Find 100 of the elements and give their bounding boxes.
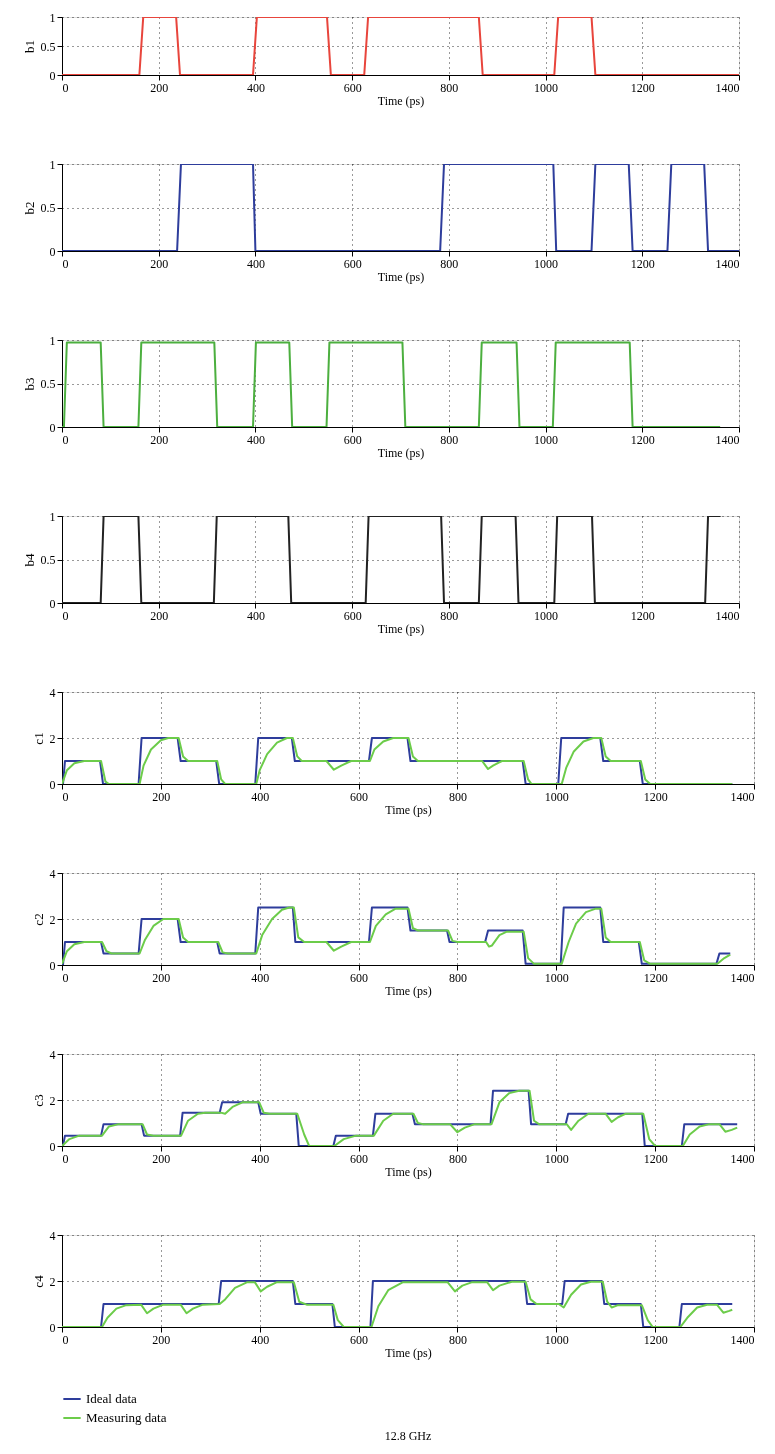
y-tick-label: 0.5 bbox=[40, 39, 56, 54]
y-tick-label: 1 bbox=[49, 10, 56, 25]
x-tick-label: 800 bbox=[448, 970, 467, 985]
x-tick-label: 200 bbox=[150, 432, 169, 447]
x-tick-label: 0 bbox=[62, 432, 69, 447]
y-tick-label: 0 bbox=[49, 1139, 56, 1154]
y-tick-label: 2 bbox=[49, 1093, 56, 1108]
x-tick-label: 400 bbox=[251, 1332, 270, 1347]
x-axis-title: Time (ps) bbox=[385, 1345, 432, 1360]
x-tick-label: 1400 bbox=[730, 1332, 755, 1347]
y-tick-label: 0.5 bbox=[40, 377, 56, 391]
x-tick-label: 600 bbox=[343, 256, 362, 271]
y-tick-label: 0.5 bbox=[40, 201, 56, 215]
x-tick-label: 1400 bbox=[715, 432, 740, 447]
x-tick-label: 400 bbox=[246, 608, 265, 623]
x-axis-title: Time (ps) bbox=[385, 1164, 432, 1179]
x-tick-label: 1000 bbox=[534, 256, 559, 271]
x-tick-label: 600 bbox=[343, 608, 362, 623]
y-axis-title: b1 bbox=[21, 40, 37, 53]
x-tick-label: 200 bbox=[152, 1151, 171, 1166]
x-tick-label: 1400 bbox=[715, 608, 740, 623]
x-axis-title: Time (ps) bbox=[385, 802, 432, 817]
y-tick-label: 4 bbox=[49, 866, 56, 881]
x-tick-label: 200 bbox=[150, 256, 169, 271]
x-tick-label: 0 bbox=[62, 789, 69, 804]
x-axis-title: Time (ps) bbox=[377, 93, 425, 108]
y-axis-title: c2 bbox=[30, 913, 46, 926]
x-tick-label: 200 bbox=[152, 789, 171, 804]
legend-label: Measuring data bbox=[86, 1410, 167, 1425]
x-tick-label: 800 bbox=[440, 256, 459, 271]
x-tick-label: 1000 bbox=[534, 80, 559, 95]
y-axis-title: c1 bbox=[30, 732, 46, 745]
legend-label: Ideal data bbox=[86, 1391, 138, 1406]
x-tick-label: 0 bbox=[62, 608, 69, 623]
y-axis-title: b4 bbox=[21, 553, 37, 567]
x-tick-label: 1200 bbox=[643, 970, 668, 985]
x-tick-label: 1200 bbox=[643, 789, 668, 804]
y-tick-label: 0 bbox=[49, 68, 56, 83]
line-series bbox=[62, 1089, 739, 1146]
x-axis-title: Time (ps) bbox=[385, 983, 432, 998]
y-tick-label: 0 bbox=[49, 244, 56, 259]
text: 12.8 GHz bbox=[384, 1429, 432, 1443]
y-tick-label: 0 bbox=[49, 777, 56, 792]
x-tick-label: 1400 bbox=[730, 1151, 755, 1166]
y-tick-label: 2 bbox=[49, 731, 56, 746]
x-tick-label: 1200 bbox=[630, 80, 655, 95]
x-tick-label: 1200 bbox=[643, 1332, 668, 1347]
x-tick-label: 800 bbox=[448, 1332, 467, 1347]
x-tick-label: 400 bbox=[246, 80, 265, 95]
x-tick-label: 1000 bbox=[534, 608, 559, 623]
x-tick-label: 600 bbox=[343, 432, 362, 447]
y-axis-title: b3 bbox=[21, 377, 37, 391]
x-tick-label: 400 bbox=[246, 256, 265, 271]
x-tick-label: 800 bbox=[448, 1151, 467, 1166]
x-tick-label: 1000 bbox=[544, 970, 569, 985]
x-tick-label: 1000 bbox=[544, 1151, 569, 1166]
y-axis-title: c3 bbox=[30, 1094, 46, 1107]
y-axis-title: b2 bbox=[21, 201, 37, 215]
y-tick-label: 1 bbox=[49, 157, 56, 172]
y-tick-label: 2 bbox=[49, 1274, 56, 1289]
y-tick-label: 1 bbox=[49, 333, 56, 348]
x-tick-label: 0 bbox=[62, 256, 69, 271]
x-tick-label: 1200 bbox=[630, 608, 655, 623]
y-tick-label: 1 bbox=[49, 509, 56, 524]
x-tick-label: 200 bbox=[150, 608, 169, 623]
x-tick-label: 1200 bbox=[643, 1151, 668, 1166]
x-tick-label: 800 bbox=[440, 608, 459, 623]
x-tick-label: 1400 bbox=[730, 789, 755, 804]
x-tick-label: 200 bbox=[150, 80, 169, 95]
x-tick-label: 400 bbox=[251, 789, 270, 804]
y-axis-title: c4 bbox=[30, 1274, 46, 1288]
x-axis-title: Time (ps) bbox=[377, 445, 425, 460]
y-tick-label: 2 bbox=[49, 912, 56, 927]
line-series bbox=[62, 906, 732, 965]
x-tick-label: 600 bbox=[350, 789, 369, 804]
x-tick-label: 400 bbox=[251, 970, 270, 985]
x-tick-label: 0 bbox=[62, 1151, 69, 1166]
x-tick-label: 1000 bbox=[534, 432, 559, 447]
x-tick-label: 800 bbox=[440, 80, 459, 95]
x-tick-label: 200 bbox=[152, 970, 171, 985]
x-tick-label: 600 bbox=[350, 1332, 369, 1347]
y-tick-label: 0 bbox=[49, 420, 56, 435]
y-tick-label: 0 bbox=[49, 596, 56, 611]
x-tick-label: 0 bbox=[62, 970, 69, 985]
x-tick-label: 600 bbox=[350, 970, 369, 985]
x-tick-label: 800 bbox=[448, 789, 467, 804]
y-tick-label: 0.5 bbox=[40, 553, 56, 567]
x-tick-label: 800 bbox=[440, 432, 459, 447]
x-tick-label: 200 bbox=[152, 1332, 171, 1347]
x-tick-label: 1000 bbox=[544, 789, 569, 804]
y-tick-label: 4 bbox=[49, 1228, 56, 1243]
x-tick-label: 1200 bbox=[630, 256, 655, 271]
x-tick-label: 400 bbox=[246, 432, 265, 447]
x-tick-label: 600 bbox=[343, 80, 362, 95]
x-tick-label: 1400 bbox=[715, 256, 740, 271]
x-tick-label: 600 bbox=[350, 1151, 369, 1166]
x-axis-title: Time (ps) bbox=[377, 621, 425, 636]
x-tick-label: 1200 bbox=[630, 432, 655, 447]
y-tick-label: 0 bbox=[49, 1320, 56, 1335]
x-tick-label: 0 bbox=[62, 1332, 69, 1347]
